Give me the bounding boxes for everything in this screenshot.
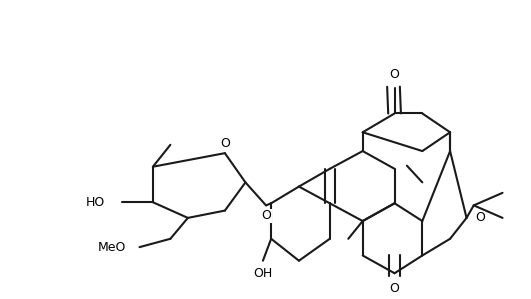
Text: O: O [220, 137, 230, 150]
Text: O: O [390, 282, 399, 295]
Text: HO: HO [86, 196, 105, 209]
Text: O: O [475, 211, 485, 224]
Text: OH: OH [253, 267, 272, 280]
Text: O: O [261, 209, 271, 222]
Text: MeO: MeO [98, 241, 126, 254]
Text: O: O [390, 68, 399, 81]
